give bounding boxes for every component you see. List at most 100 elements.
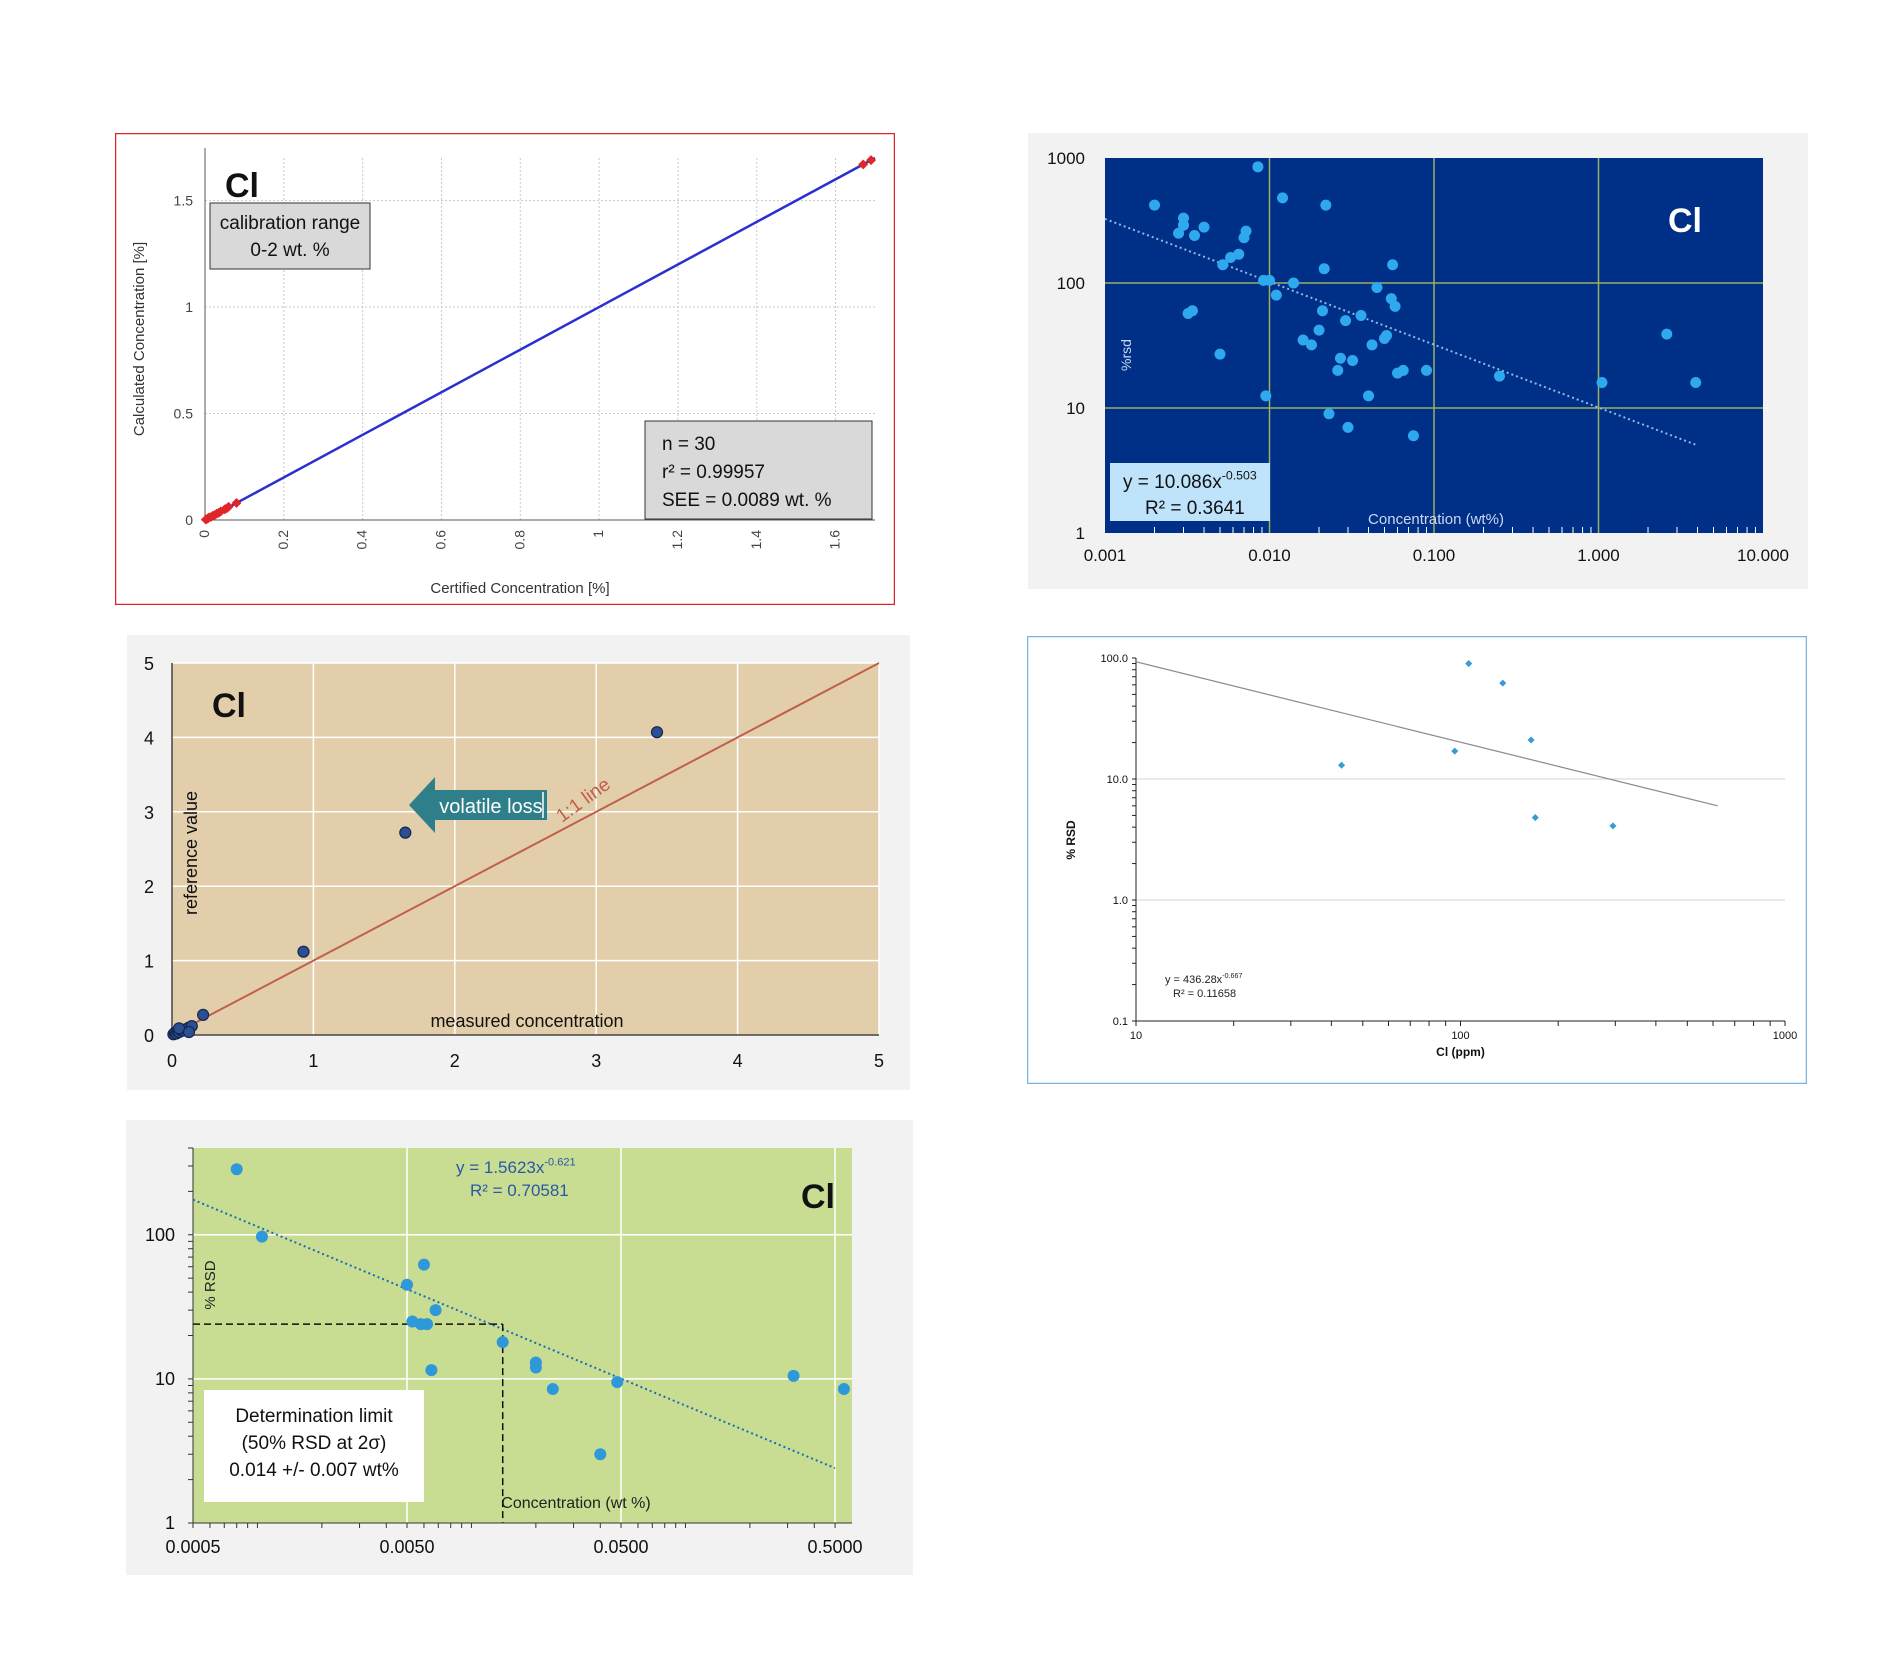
data-point <box>1317 305 1329 317</box>
x-tick-label: 0.010 <box>1248 546 1291 565</box>
data-point <box>1217 259 1229 271</box>
data-point <box>1318 263 1330 275</box>
data-point <box>425 1364 438 1377</box>
x-tick-label: 1.000 <box>1577 546 1620 565</box>
data-point <box>1288 277 1300 289</box>
data-point <box>1233 248 1245 260</box>
x-tick-label: 1.6 <box>827 530 843 550</box>
x-axis-label: Certified Concentration [%] <box>430 580 609 597</box>
equation-line1: y = 436.28x-0.667 <box>1165 972 1242 986</box>
x-axis-label: Concentration (wt %) <box>501 1495 650 1512</box>
data-point <box>1258 274 1270 286</box>
element-label: Cl <box>212 687 246 725</box>
x-tick-label: 0 <box>196 530 212 538</box>
x-axis-label: measured concentration <box>430 1011 623 1031</box>
data-point <box>230 1163 243 1176</box>
data-point <box>1363 390 1375 402</box>
data-point <box>1387 259 1399 271</box>
volatile-loss-label: volatile loss <box>439 796 542 818</box>
x-axis-label: Concentration (wt%) <box>1368 511 1504 528</box>
calibration-range-box <box>209 202 371 270</box>
rsd-blue-chart-panel: 0.001 0.010 0.100 1.000 10.000 1 10 100 1000 Conc… <box>1028 133 1808 589</box>
data-point <box>1347 354 1359 366</box>
y-tick-label: 0.1 <box>1113 1016 1128 1028</box>
data-point <box>1690 376 1702 388</box>
x-tick-label: 0.001 <box>1084 546 1127 565</box>
y-tick-label: 0 <box>185 512 193 528</box>
data-point <box>297 945 310 958</box>
x-tick-label: 3 <box>591 1051 601 1071</box>
x-tick-label: 1.4 <box>748 530 764 550</box>
data-point <box>1186 305 1198 317</box>
data-point <box>1596 376 1608 388</box>
calibration-line <box>204 156 876 522</box>
y-tick-label: 5 <box>144 654 154 674</box>
equation-line1-exponent: -0.667 <box>1222 972 1242 980</box>
data-point <box>1371 282 1383 294</box>
x-tick-label: 0.6 <box>432 530 448 550</box>
data-point <box>611 1376 624 1389</box>
data-point <box>1323 408 1335 420</box>
data-point <box>866 155 877 166</box>
data-point <box>1366 339 1378 351</box>
y-tick-label: 1 <box>185 299 193 315</box>
x-tick-label: 1 <box>590 530 606 538</box>
data-point <box>255 1230 268 1243</box>
data-point <box>1177 212 1189 224</box>
y-tick-label: 1 <box>1076 524 1085 543</box>
stats-n: n = 30 <box>662 434 715 455</box>
equation-line1: y = 1.5623x-0.621 <box>456 1156 576 1177</box>
x-tick-label: 0.0005 <box>165 1537 220 1557</box>
y-tick-label: 10.0 <box>1107 774 1128 786</box>
y-tick-label: 100.0 <box>1100 653 1128 665</box>
determination-line3: 0.014 +/- 0.007 wt% <box>229 1460 399 1481</box>
x-tick-label: 0.100 <box>1413 546 1456 565</box>
stats-box <box>644 420 873 520</box>
y-tick-label: 1 <box>144 952 154 972</box>
data-point <box>1381 330 1393 342</box>
data-point <box>1188 229 1200 241</box>
element-label: Cl <box>801 1178 835 1216</box>
y-tick-label: 1 <box>165 1513 175 1533</box>
y-axis-label: %rsd <box>1118 339 1134 371</box>
data-point <box>594 1448 607 1461</box>
y-tick-label: 0.5 <box>174 406 194 422</box>
y-tick-label: 1000 <box>1047 149 1085 168</box>
y-axis-label: % RSD <box>202 1260 219 1309</box>
x-tick-label: 0 <box>167 1051 177 1071</box>
x-tick-label: 0.4 <box>354 530 370 550</box>
data-point <box>650 726 664 739</box>
data-point <box>399 826 412 839</box>
data-point <box>1493 370 1505 382</box>
data-point <box>1389 300 1401 312</box>
equation-line1-base: y = 1.5623x <box>456 1158 545 1177</box>
data-point <box>1661 328 1673 340</box>
data-point <box>1313 324 1325 336</box>
y-tick-label: 10 <box>155 1369 175 1389</box>
data-point <box>496 1336 509 1349</box>
data-point <box>1240 225 1252 237</box>
element-label: Cl <box>1668 202 1702 240</box>
equation-line1-base: y = 436.28x <box>1165 974 1223 986</box>
y-tick-label: 4 <box>144 728 154 748</box>
trendline <box>192 1198 836 1470</box>
equation-line1: y = 10.086x-0.503 <box>1123 468 1257 493</box>
x-tick-label: 5 <box>874 1051 884 1071</box>
rsd-green-chart-panel: 0.0005 0.0050 0.0500 0.5000 1 10 100 Concentrat… <box>126 1120 913 1575</box>
data-point <box>1420 364 1432 376</box>
y-tick-label: 0 <box>144 1026 154 1046</box>
one-to-one-line <box>171 662 880 1036</box>
data-point <box>1397 364 1409 376</box>
rsd-ppm-chart-panel: 10 100 1000 0.1 1.0 10.0 100.0 Cl (ppm) % RSD y =… <box>1026 635 1808 1085</box>
data-point <box>1340 315 1352 327</box>
data-point <box>1334 352 1346 364</box>
data-point <box>421 1318 434 1331</box>
x-tick-label: 0.8 <box>511 530 527 550</box>
data-point <box>417 1258 430 1271</box>
data-point <box>546 1383 559 1396</box>
calibration-range-line2: 0-2 wt. % <box>250 240 329 261</box>
trendline <box>1104 217 1698 447</box>
data-point <box>529 1361 542 1374</box>
data-point <box>1270 289 1282 301</box>
data-point <box>1342 421 1354 433</box>
